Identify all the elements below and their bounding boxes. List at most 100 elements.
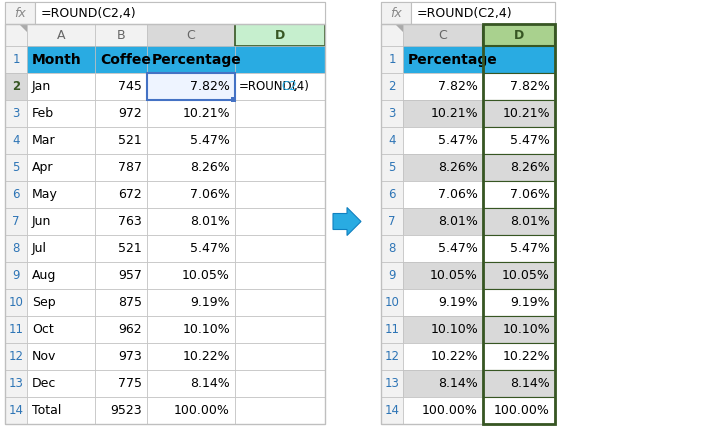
Bar: [381, 46, 403, 73]
Text: 972: 972: [118, 107, 142, 120]
Text: 11: 11: [385, 323, 400, 336]
Text: D: D: [514, 29, 524, 41]
Text: Nov: Nov: [32, 350, 56, 363]
Bar: [381, 154, 403, 181]
Bar: [5, 262, 27, 289]
Bar: [483, 397, 555, 424]
Text: D: D: [275, 29, 285, 41]
Bar: [381, 100, 403, 127]
Bar: [5, 397, 27, 424]
Text: 8.14%: 8.14%: [190, 377, 230, 390]
Bar: [5, 73, 27, 100]
Bar: [381, 208, 403, 235]
Text: 13: 13: [385, 377, 400, 390]
Bar: [403, 181, 483, 208]
Bar: [147, 127, 235, 154]
Bar: [235, 397, 325, 424]
Text: 7.82%: 7.82%: [510, 80, 550, 93]
Bar: [27, 208, 95, 235]
Text: 10.22%: 10.22%: [430, 350, 478, 363]
Text: Percentage: Percentage: [408, 52, 498, 66]
Text: 521: 521: [118, 134, 142, 147]
Bar: [27, 24, 95, 46]
Bar: [5, 208, 27, 235]
Bar: [27, 235, 95, 262]
Text: 957: 957: [118, 269, 142, 282]
Text: Jun: Jun: [32, 215, 51, 228]
Text: 5: 5: [388, 161, 395, 174]
Bar: [231, 97, 236, 102]
Bar: [403, 208, 483, 235]
Bar: [403, 343, 483, 370]
Bar: [95, 73, 147, 100]
Bar: [95, 397, 147, 424]
Bar: [5, 24, 27, 46]
Bar: [147, 73, 235, 100]
Text: 10.10%: 10.10%: [430, 323, 478, 336]
Text: 10: 10: [8, 296, 23, 309]
Text: B: B: [116, 29, 125, 41]
Text: 7: 7: [388, 215, 396, 228]
Text: 745: 745: [118, 80, 142, 93]
Bar: [403, 24, 483, 46]
Text: 7.82%: 7.82%: [190, 80, 230, 93]
Text: 763: 763: [118, 215, 142, 228]
Text: 14: 14: [8, 404, 24, 417]
Bar: [381, 370, 403, 397]
Text: C: C: [439, 29, 447, 41]
Text: Jul: Jul: [32, 242, 47, 255]
Bar: [381, 127, 403, 154]
Bar: [235, 154, 325, 181]
Bar: [235, 235, 325, 262]
Text: 10.05%: 10.05%: [502, 269, 550, 282]
Text: Coffee: Coffee: [100, 52, 151, 66]
Bar: [147, 100, 235, 127]
Text: 7: 7: [12, 215, 20, 228]
Text: 8.26%: 8.26%: [438, 161, 478, 174]
Bar: [403, 100, 483, 127]
Bar: [381, 262, 403, 289]
Bar: [27, 46, 95, 73]
Bar: [35, 2, 325, 24]
Bar: [483, 24, 555, 424]
Text: 8.01%: 8.01%: [190, 215, 230, 228]
Bar: [95, 343, 147, 370]
Text: 8.26%: 8.26%: [190, 161, 230, 174]
Bar: [147, 235, 235, 262]
Bar: [5, 127, 27, 154]
Bar: [381, 24, 555, 424]
Text: 2: 2: [388, 80, 396, 93]
Text: 7.82%: 7.82%: [438, 80, 478, 93]
Text: 8: 8: [13, 242, 20, 255]
Text: Month: Month: [32, 52, 82, 66]
Bar: [381, 73, 403, 100]
Text: 5: 5: [13, 161, 20, 174]
Bar: [235, 289, 325, 316]
Text: fx: fx: [14, 7, 26, 19]
Text: Sep: Sep: [32, 296, 55, 309]
Text: 1: 1: [12, 53, 20, 66]
Text: 6: 6: [12, 188, 20, 201]
Text: 10.21%: 10.21%: [430, 107, 478, 120]
Bar: [95, 289, 147, 316]
Bar: [483, 343, 555, 370]
Bar: [381, 289, 403, 316]
Text: 10.10%: 10.10%: [182, 323, 230, 336]
Text: 12: 12: [385, 350, 400, 363]
Bar: [5, 154, 27, 181]
Bar: [381, 397, 403, 424]
Bar: [235, 100, 325, 127]
Text: Total: Total: [32, 404, 62, 417]
Text: 6: 6: [388, 188, 396, 201]
Bar: [403, 235, 483, 262]
Bar: [5, 2, 325, 24]
Bar: [483, 46, 555, 73]
Bar: [5, 235, 27, 262]
Text: 8.01%: 8.01%: [438, 215, 478, 228]
Bar: [147, 24, 235, 46]
Bar: [147, 208, 235, 235]
Bar: [411, 2, 555, 24]
Bar: [95, 154, 147, 181]
Bar: [27, 127, 95, 154]
Bar: [27, 262, 95, 289]
